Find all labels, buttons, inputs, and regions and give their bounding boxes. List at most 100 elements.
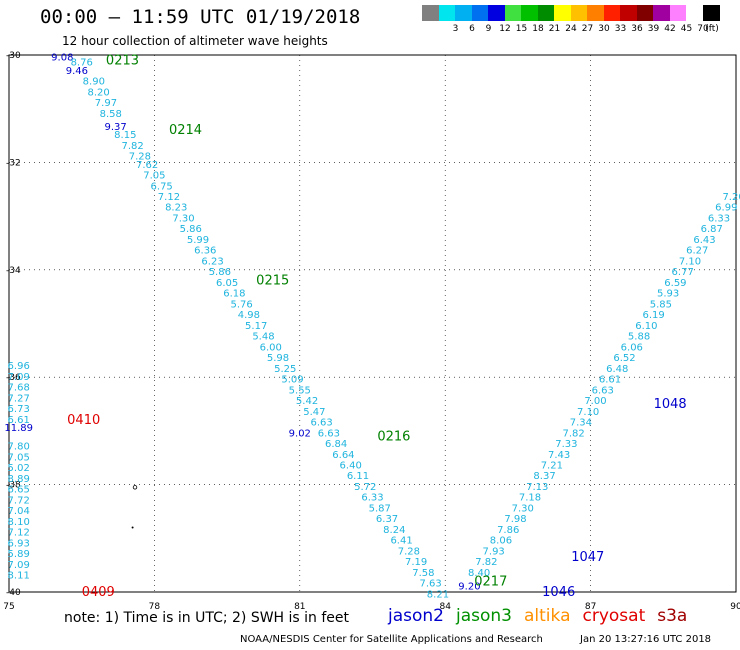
wave-height-point: 7.80: [8, 442, 30, 453]
wave-height-point: 6.65: [8, 485, 30, 496]
wave-height-point: 6.36: [194, 246, 216, 257]
wave-height-point: 6.37: [376, 514, 398, 525]
wave-height-point: 7.28: [398, 546, 420, 557]
wave-height-point: 7.05: [143, 171, 165, 182]
wave-height-point: 7.10: [577, 407, 599, 418]
satellite-legend: jason2 jason3 altika cryosat s3a: [388, 606, 699, 626]
wave-height-point: 7.30: [172, 213, 194, 224]
wave-height-point: 5.98: [267, 353, 289, 364]
pass-time-label: 0410: [67, 413, 100, 428]
lon-tick-label: 90: [730, 602, 740, 612]
wave-height-point: 5.25: [274, 364, 296, 375]
wave-height-point: 8.21: [427, 589, 449, 600]
wave-height-point: 8.90: [83, 77, 105, 88]
wave-height-point: 6.84: [325, 439, 347, 450]
wave-height-point: 7.34: [570, 418, 592, 429]
wave-height-point: 6.87: [701, 224, 723, 235]
wave-height-point: 7.21: [541, 460, 563, 471]
scale-swatch: [438, 5, 456, 21]
wave-height-point: 5.85: [650, 299, 672, 310]
wave-height-point: 6.48: [606, 364, 628, 375]
wave-height-point: 7.82: [563, 428, 585, 439]
wave-height-point: 5.87: [369, 503, 391, 514]
scale-swatch: [504, 5, 522, 21]
wave-height-point: 7.43: [548, 450, 570, 461]
wave-height-point: 7.98: [504, 514, 526, 525]
scale-label: 15: [515, 24, 528, 34]
wave-height-point: 7.58: [412, 568, 434, 579]
scale-swatch: [636, 5, 654, 21]
scale-label: 21: [548, 24, 561, 34]
wave-height-point: 6.11: [347, 471, 369, 482]
wave-height-point: 6.33: [708, 213, 730, 224]
wave-height-point: 7.93: [483, 546, 505, 557]
wave-height-point: 6.59: [664, 278, 686, 289]
wave-height-point: 6.77: [672, 267, 694, 278]
wave-height-point: 7.20: [722, 192, 740, 203]
wave-height-point: 6.96: [8, 361, 30, 372]
wave-height-point: 6.52: [613, 353, 635, 364]
wave-height-point: 6.61: [599, 375, 621, 386]
wave-height-point: 6.63: [310, 418, 332, 429]
scale-label: 70: [697, 24, 709, 34]
scale-label: 12: [499, 24, 511, 34]
wave-height-point: 6.00: [260, 342, 282, 353]
wave-height-point: 5.48: [252, 332, 274, 343]
pass-time-label: 1048: [654, 397, 687, 412]
wave-height-point: 6.99: [715, 203, 737, 214]
pass-time-label: 0215: [256, 274, 289, 289]
wave-height-point: 6.61: [8, 415, 30, 426]
scale-label: 9: [485, 24, 492, 34]
lon-tick-label: 87: [585, 602, 596, 612]
wave-height-point: 5.55: [289, 385, 311, 396]
scale-unit: (ft): [705, 24, 719, 34]
wave-height-point: 9.02: [289, 428, 311, 439]
wave-height-point: 8.11: [8, 571, 30, 582]
wave-height-point: 6.63: [318, 428, 340, 439]
wave-height-point: 7.86: [497, 525, 519, 536]
generation-timestamp: Jan 20 13:27:16 UTC 2018: [580, 634, 712, 645]
scale-swatch: [537, 5, 555, 21]
scale-label: 24: [565, 24, 577, 34]
lat-tick-label: -38: [6, 481, 21, 491]
wave-height-point: 7.28: [129, 152, 151, 163]
lon-tick-label: 84: [439, 602, 451, 612]
wave-height-point: 4.98: [238, 310, 260, 321]
wave-height-point: 8.20: [88, 87, 110, 98]
wave-height-point: 5.93: [657, 289, 679, 300]
page-subtitle: 12 hour collection of altimeter wave hei…: [62, 34, 328, 48]
wave-height-point: 6.18: [223, 289, 245, 300]
wave-height-point: 6.41: [390, 536, 412, 547]
wave-height-point: 7.09: [8, 372, 30, 383]
pass-time-label: 0409: [82, 585, 115, 600]
wave-height-point: 7.12: [8, 528, 30, 539]
wave-height-point: 11.89: [4, 423, 33, 434]
scale-label: 27: [581, 24, 594, 34]
scale-swatch: [471, 5, 489, 21]
satellite-altika: altika: [524, 606, 571, 626]
wave-height-point: 7.05: [8, 452, 30, 463]
wave-height-point: 5.09: [281, 375, 303, 386]
wave-height-point: 6.10: [635, 321, 657, 332]
wave-height-point: 6.40: [340, 460, 362, 471]
scale-swatch: [587, 5, 604, 21]
wave-height-point: 6.05: [216, 278, 238, 289]
wave-height-point: 7.19: [405, 557, 427, 568]
wave-height-point: 7.13: [526, 482, 548, 493]
island-marker: [132, 485, 138, 490]
scale-swatch: [669, 5, 687, 21]
wave-height-point: 8.40: [468, 568, 490, 579]
scale-label: 3: [452, 24, 459, 34]
wave-height-point: 6.73: [8, 404, 30, 415]
wave-height-point: 5.89: [8, 549, 30, 560]
wave-height-point: 7.04: [8, 506, 30, 517]
satellite-jason2: jason2: [388, 606, 444, 626]
wave-height-point: 9.08: [51, 52, 73, 63]
wave-height-point: 8.06: [490, 536, 512, 547]
credit-line: NOAA/NESDIS Center for Satellite Applica…: [240, 634, 543, 645]
pass-time-label: 0216: [377, 429, 410, 444]
pass-time-label: 0214: [169, 123, 202, 138]
wave-height-point: 5.86: [180, 224, 202, 235]
satellite-jason3: jason3: [456, 606, 512, 626]
footer-note: note: 1) Time is in UTC; 2) SWH is in fe…: [64, 610, 350, 626]
